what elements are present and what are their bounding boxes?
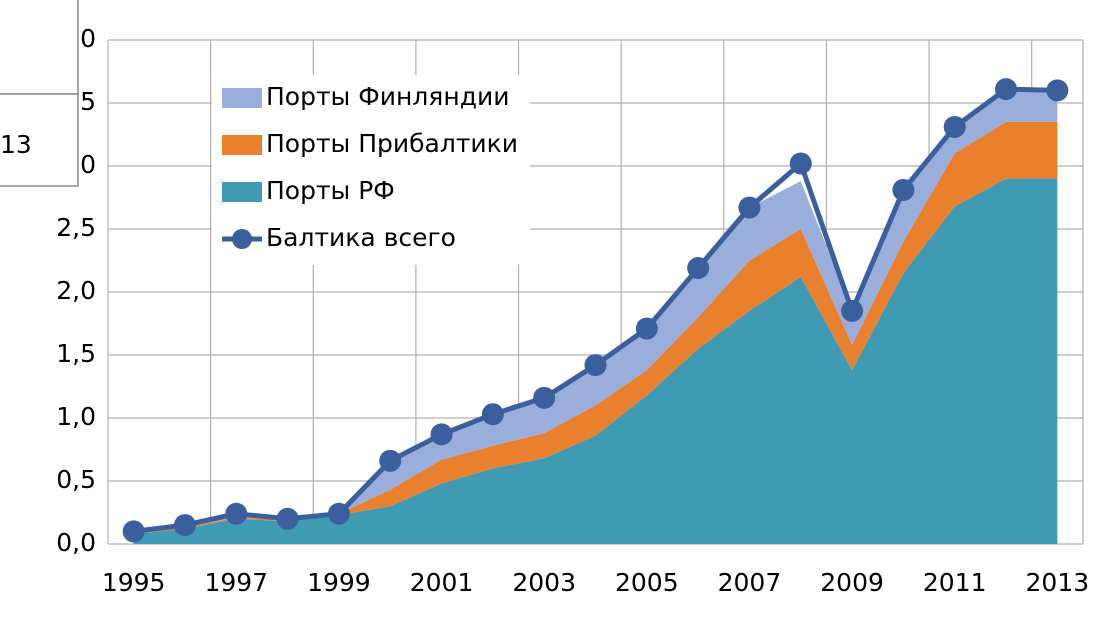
y-tick-label: 0,5 (56, 465, 96, 494)
marker (635, 317, 658, 340)
y-tick-label: 2,5 (56, 213, 96, 242)
x-tick-label: 1997 (204, 568, 268, 597)
marker (1046, 79, 1069, 102)
x-tick-label: 1995 (102, 568, 166, 597)
marker (173, 514, 196, 537)
marker (327, 502, 350, 525)
marker (533, 386, 556, 409)
marker (995, 78, 1018, 101)
y-tick-label: 0,0 (56, 528, 96, 557)
area (133, 89, 1058, 533)
marker (430, 423, 453, 446)
marker (225, 502, 248, 525)
y-tick-label: 1,5 (56, 339, 96, 368)
marker (789, 152, 812, 175)
x-tick-label: 2001 (410, 568, 474, 597)
marker (892, 178, 915, 201)
marker (841, 299, 864, 322)
legend-label: Порты РФ (266, 176, 395, 205)
legend-label: Балтика всего (266, 223, 456, 252)
x-tick-label: 2009 (820, 568, 884, 597)
x-tick-label: 2005 (615, 568, 679, 597)
area (133, 178, 1058, 544)
marker (584, 354, 607, 377)
legend-marker (232, 229, 252, 249)
overlay-box (0, 93, 79, 187)
overlay-box (0, 0, 79, 95)
overlay: 13 (0, 0, 79, 187)
x-tick-label: 2013 (1026, 568, 1090, 597)
marker (943, 115, 966, 138)
marker (481, 403, 504, 426)
x-tick-label: 2011 (923, 568, 987, 597)
overlay-text: 13 (0, 130, 32, 159)
x-tick-label: 1999 (307, 568, 371, 597)
legend-label: Порты Финляндии (266, 82, 509, 111)
x-tick-label: 2003 (512, 568, 576, 597)
y-tick-label: 1,0 (56, 402, 96, 431)
marker (379, 449, 402, 472)
legend-swatch (222, 88, 262, 108)
plot-area: 0,00,51,01,52,02,53,03,54,01995199719992… (56, 24, 1089, 597)
legend: Порты Финляндии Порты Прибалтики Порты РФ Б… (212, 75, 530, 265)
legend-box (212, 75, 530, 265)
area (133, 121, 1058, 534)
marker (122, 520, 145, 543)
y-tick-label: 2,0 (56, 276, 96, 305)
legend-swatch (222, 182, 262, 202)
legend-label: Порты Прибалтики (266, 129, 518, 158)
marker (276, 507, 299, 530)
x-tick-label: 2007 (718, 568, 782, 597)
marker (738, 196, 761, 219)
marker (687, 257, 710, 280)
legend-swatch (222, 135, 262, 155)
